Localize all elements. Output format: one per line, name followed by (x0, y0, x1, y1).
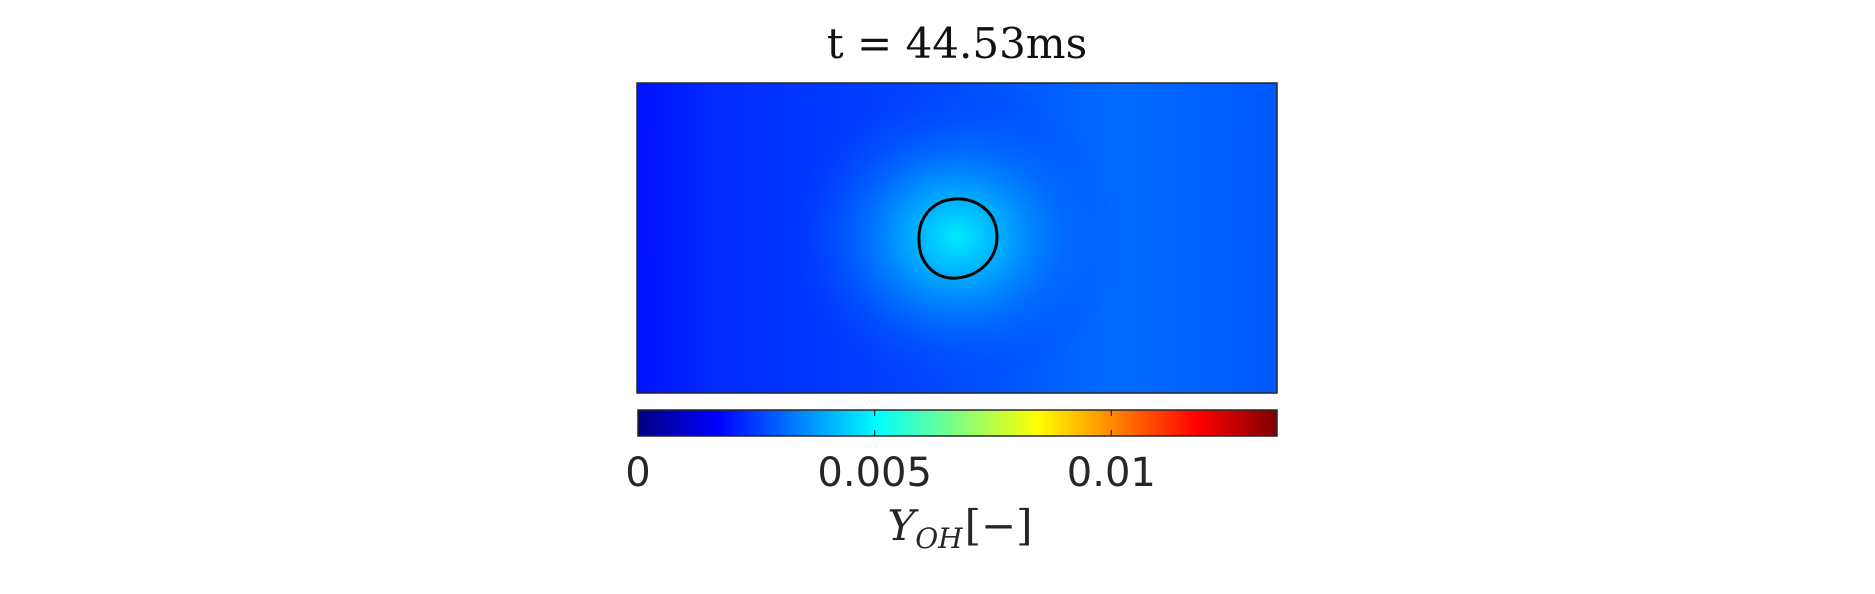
chart-title: t = 44.53ms (827, 19, 1087, 68)
colorbar-gradient (638, 410, 1277, 436)
kernel-contour-line (917, 197, 999, 280)
colorbar-tick-labels: 0 0.005 0.01 (625, 450, 1156, 496)
colorbar-tick-label: 0 (625, 450, 650, 496)
colorbar-label-main: Y (887, 501, 919, 550)
colorbar-label: YOH[−] (887, 501, 1032, 555)
colorbar: 0 0.005 0.01 (625, 409, 1278, 496)
colorbar-tick-label: 0.005 (817, 450, 932, 496)
colorbar-label-unit: [−] (965, 501, 1033, 550)
colorbar-label-sub: OH (915, 522, 963, 555)
plot-area (637, 83, 1277, 393)
colorbar-frame (637, 409, 1278, 437)
colorbar-tick-label: 0.01 (1067, 450, 1156, 496)
ignition-kernel-field (787, 87, 1127, 387)
plot-frame (636, 82, 1278, 394)
